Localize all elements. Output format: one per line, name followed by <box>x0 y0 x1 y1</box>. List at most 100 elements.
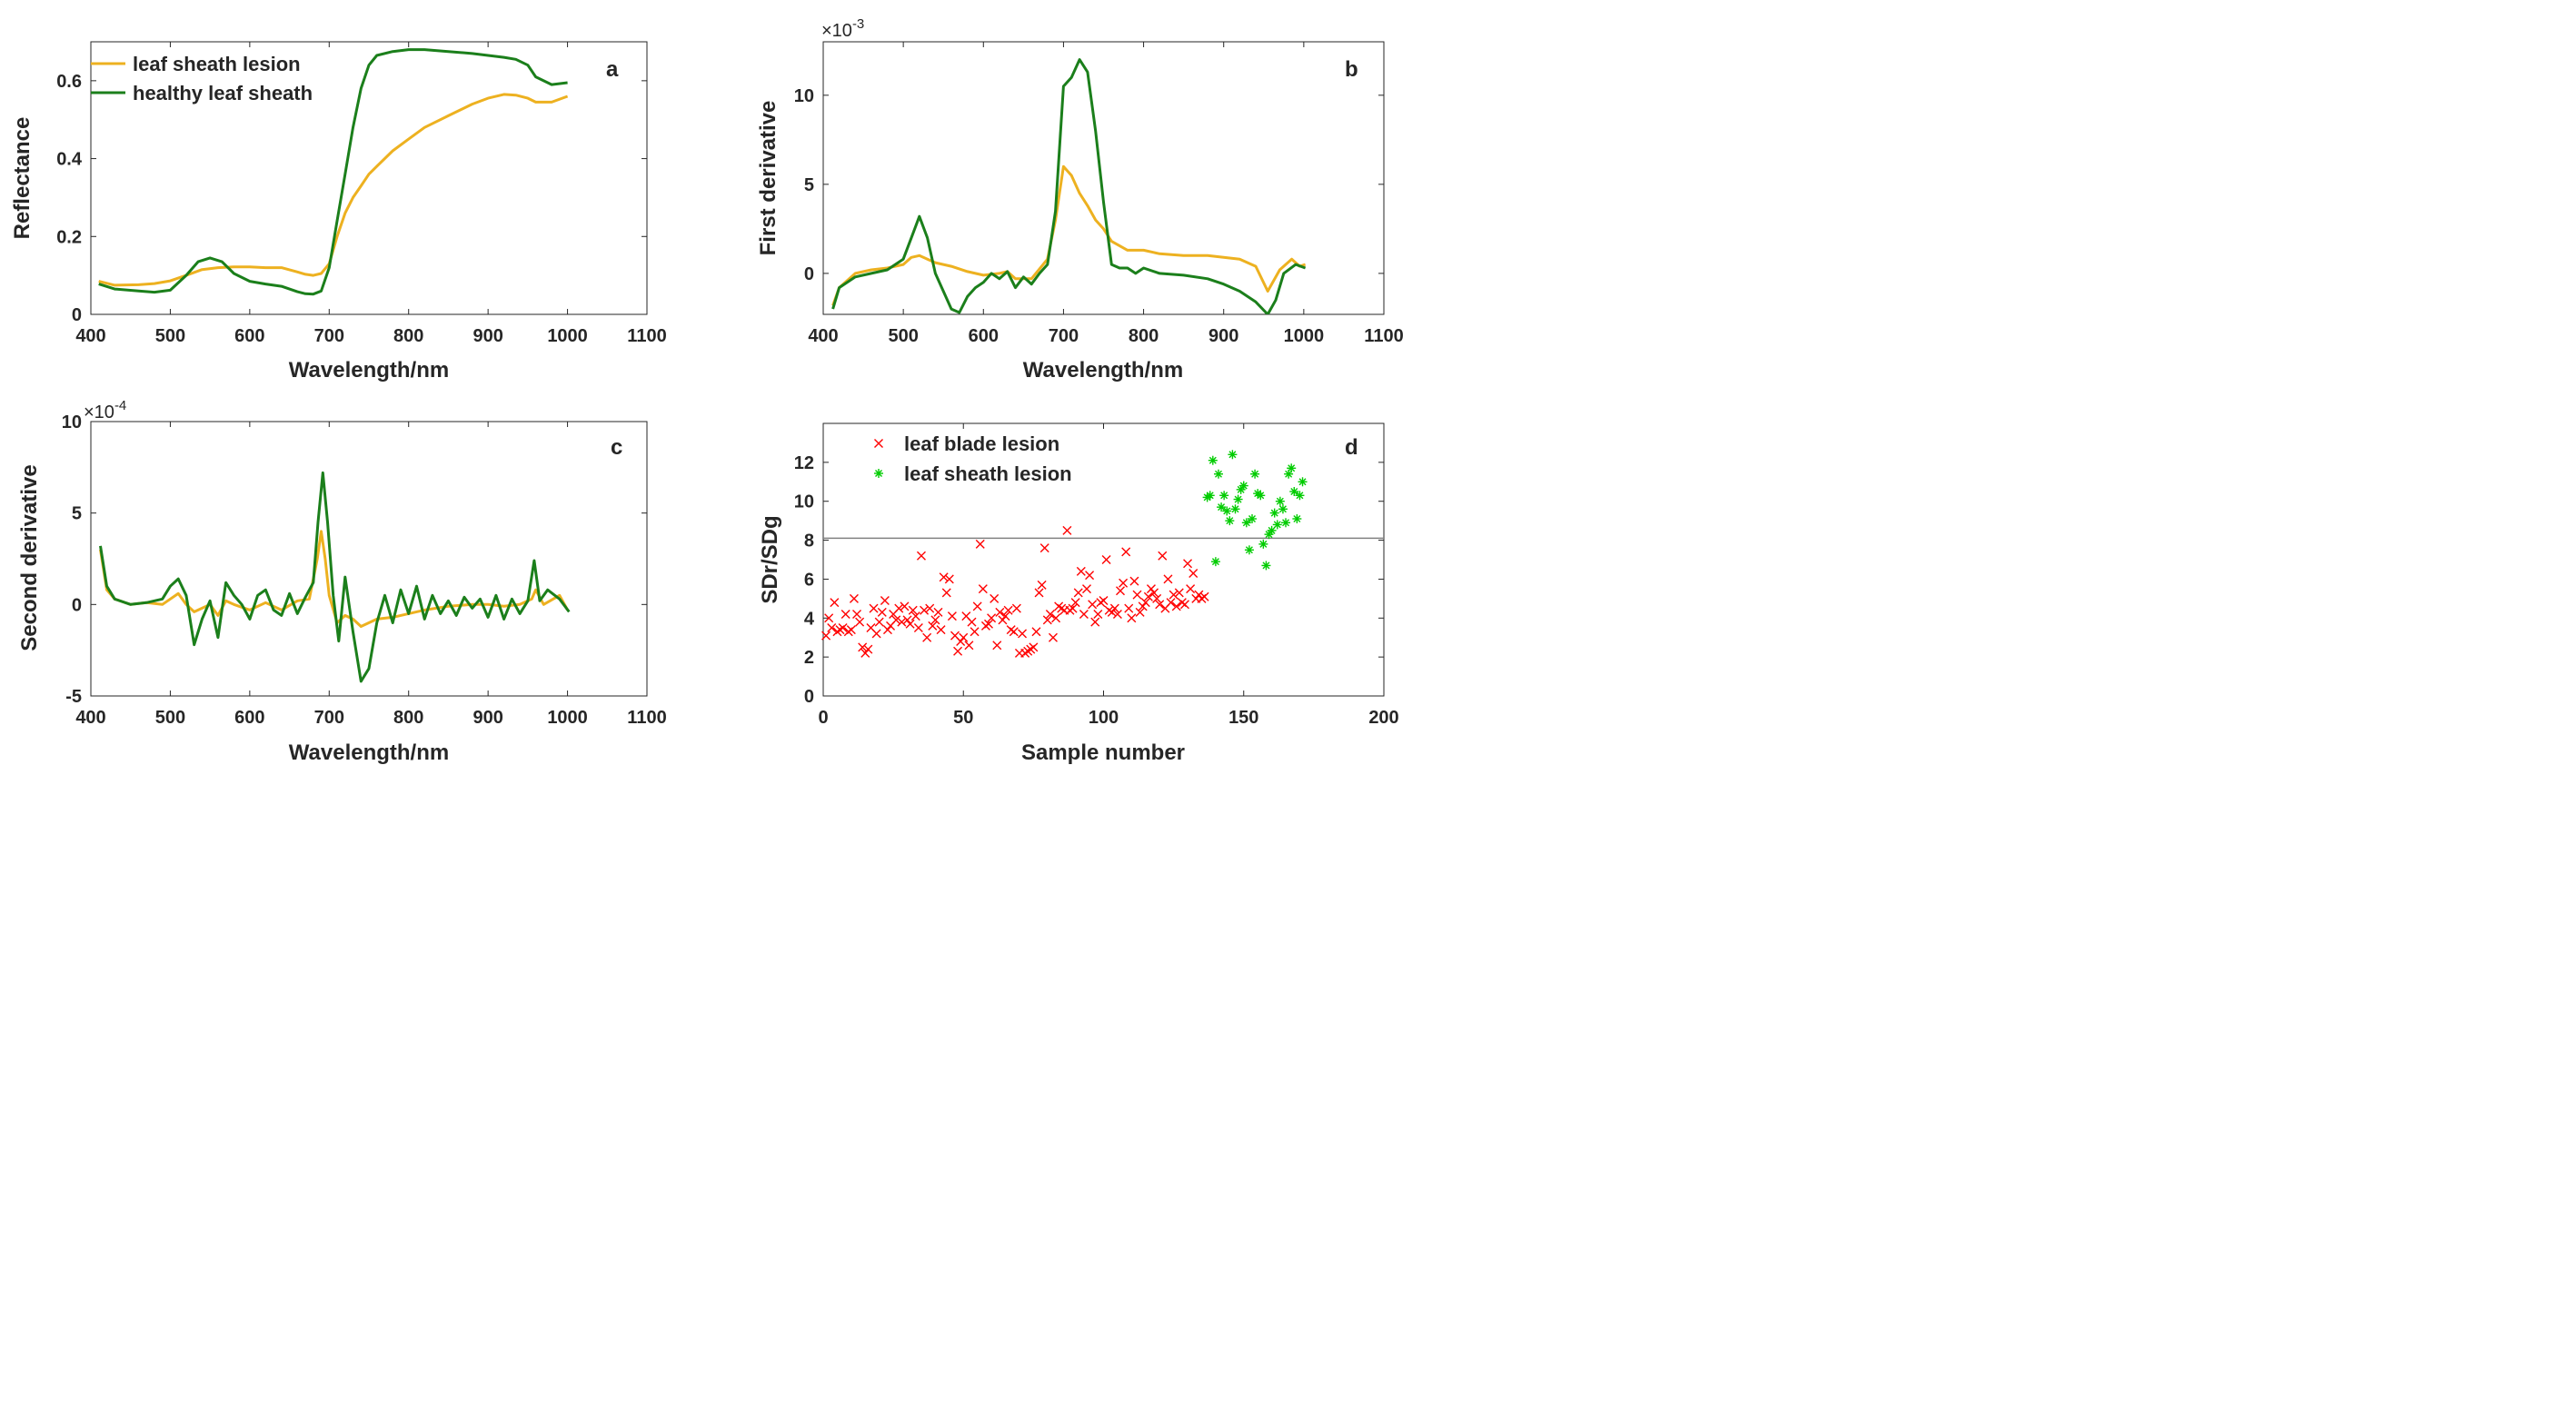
blade-lesion-point <box>910 611 920 621</box>
blade-lesion-point <box>970 627 980 637</box>
panel-d-ytick-label: 2 <box>804 648 814 668</box>
blade-lesion-point <box>1099 596 1109 605</box>
panel-b-series-healthy-line <box>831 58 1307 314</box>
panel-b-first-derivative: 400 500 600 700 800 900 1000 1100 0 5 10 b ×10-3 W… <box>756 16 1404 383</box>
blade-lesion-point <box>1034 588 1044 598</box>
blade-lesion-point <box>852 610 862 619</box>
sheath-lesion-point <box>1275 496 1285 506</box>
panel-c-exponent: ×10-4 <box>84 398 126 422</box>
blade-lesion-point <box>995 607 1005 617</box>
panel-a-ylabel: Reflectance <box>10 117 35 240</box>
sheath-lesion-point <box>1258 539 1268 549</box>
panel-d-ytick-label: 10 <box>794 492 814 512</box>
panel-b-plot-area <box>822 41 1385 315</box>
blade-lesion-point <box>1068 603 1078 613</box>
blade-lesion-point <box>838 623 848 632</box>
blade-lesion-point <box>1166 598 1176 608</box>
blade-lesion-point <box>990 593 1000 603</box>
blade-lesion-point <box>913 623 923 632</box>
panel-a-reflectance: 400 500 600 700 800 900 1000 1100 0 0.2 0.4 0.6 a l… <box>10 41 667 383</box>
blade-lesion-point <box>824 613 834 623</box>
blade-lesion-point <box>941 588 951 598</box>
panel-c-second-derivative: 400 500 600 700 800 900 1000 1100 -5 0 5 10 c ×10-4… <box>17 398 667 765</box>
blade-lesion-point <box>1003 605 1013 615</box>
blade-lesion-point <box>891 615 901 625</box>
sheath-lesion-point <box>1289 487 1299 496</box>
blade-lesion-point <box>1037 580 1047 590</box>
blade-lesion-point <box>882 625 892 635</box>
blade-lesion-point <box>830 598 840 608</box>
sheath-lesion-point <box>1281 518 1291 528</box>
blade-lesion-point <box>1079 610 1089 619</box>
sheath-lesion-point <box>1287 463 1297 473</box>
blade-lesion-point <box>1107 607 1117 617</box>
panel-c-series-healthy-line <box>99 471 571 683</box>
blade-lesion-point <box>1029 642 1039 652</box>
blade-lesion-point <box>1076 566 1086 576</box>
panel-c-xtick-label: 600 <box>234 708 264 728</box>
blade-lesion-point <box>920 605 930 615</box>
panel-d-ratio-scatter: 0 50 100 150 200 0 2 4 6 8 10 12 d leaf blade lesio… <box>758 422 1399 765</box>
blade-lesion-point <box>978 584 988 594</box>
blade-lesion-point <box>1138 601 1148 611</box>
blade-lesion-point <box>967 617 977 627</box>
blade-lesion-point <box>1093 610 1103 619</box>
blade-lesion-point <box>1169 590 1179 600</box>
blade-lesion-point <box>1009 627 1019 637</box>
blade-lesion-point <box>959 632 969 642</box>
panel-b-xtick-label: 900 <box>1208 326 1238 346</box>
panel-d-ytick-label: 4 <box>804 609 815 629</box>
blade-lesion-point <box>840 610 850 619</box>
blade-lesion-point <box>1140 598 1150 608</box>
blade-lesion-point <box>998 615 1008 625</box>
blade-lesion-point <box>821 631 831 641</box>
sheath-lesion-point <box>1228 450 1238 460</box>
blade-lesion-point <box>922 632 932 642</box>
blade-lesion-point <box>1062 525 1072 535</box>
legend-star-marker <box>874 469 883 478</box>
blade-lesion-point <box>1070 598 1080 608</box>
panel-b-ytick-label: 5 <box>804 175 814 195</box>
blade-lesion-point <box>1158 551 1168 561</box>
blade-lesion-point <box>956 637 966 646</box>
panel-a-xtick-label: 600 <box>234 326 264 346</box>
blade-lesion-point <box>1194 590 1204 600</box>
blade-lesion-point <box>1088 600 1098 610</box>
blade-lesion-point <box>933 607 943 617</box>
blade-lesion-point <box>874 617 884 627</box>
blade-lesion-point <box>1018 629 1028 639</box>
blade-lesion-point <box>855 617 865 627</box>
panel-c-xtick-label: 1000 <box>547 708 588 728</box>
panel-a-xtick-label: 900 <box>472 326 502 346</box>
blade-lesion-point <box>849 593 859 603</box>
panel-b-xtick-label: 700 <box>1049 326 1079 346</box>
panel-a-ytick-label: 0.6 <box>56 72 82 92</box>
panel-a-xtick-label: 800 <box>393 326 423 346</box>
blade-lesion-point <box>964 641 974 651</box>
panel-a-xlabel: Wavelength/nm <box>289 358 449 383</box>
sheath-lesion-point <box>1278 504 1288 514</box>
sheath-lesion-point <box>1233 494 1243 504</box>
blade-lesion-point <box>894 603 904 613</box>
sheath-lesion-point <box>1217 502 1227 512</box>
panel-a-plot-area <box>90 41 648 315</box>
sheath-lesion-point <box>1241 518 1251 528</box>
sheath-lesion-point <box>1208 455 1218 465</box>
blade-lesion-point <box>1011 603 1021 613</box>
panel-b-ytick-label: 10 <box>794 86 814 106</box>
panel-c-ytick-label: 5 <box>72 504 82 524</box>
panel-c-xtick-label: 400 <box>75 708 105 728</box>
blade-lesion-point <box>902 615 912 625</box>
blade-lesion-point <box>1000 611 1010 621</box>
panel-d-xtick-label: 150 <box>1228 708 1258 728</box>
sheath-lesion-point <box>1256 491 1266 501</box>
legend-label-lesion: leaf sheath lesion <box>133 53 301 75</box>
panel-d-xtick-label: 100 <box>1089 708 1119 728</box>
panel-b-ylabel: First derivative <box>756 101 781 256</box>
blade-lesion-point <box>897 617 907 627</box>
blade-lesion-point <box>1051 613 1061 623</box>
panel-d-ytick-label: 12 <box>794 453 814 473</box>
sheath-lesion-point <box>1213 469 1223 479</box>
panel-c-xtick-label: 1100 <box>627 708 666 728</box>
sheath-lesion-point <box>1205 491 1215 501</box>
